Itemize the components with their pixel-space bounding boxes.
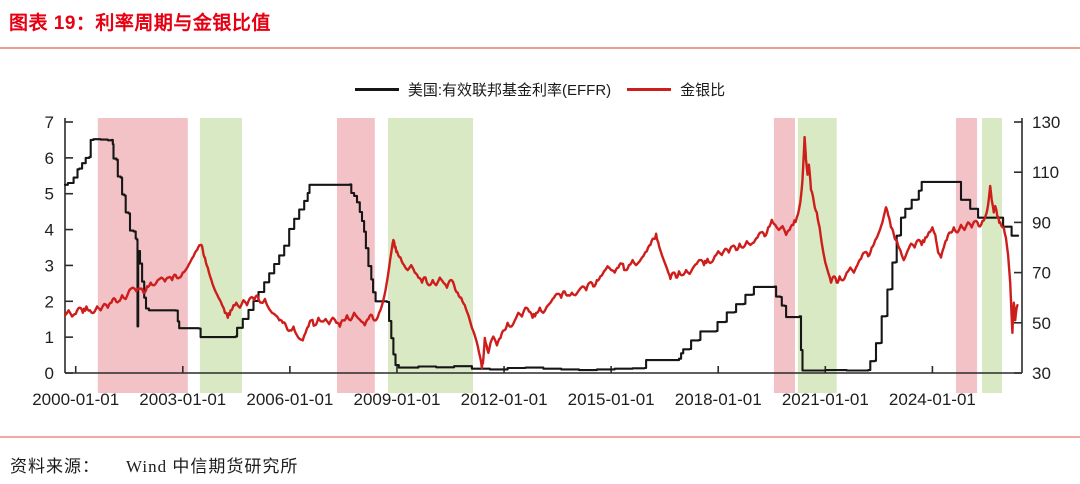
y-right-tick-label: 90: [1032, 213, 1051, 232]
chart-legend: 美国:有效联邦基金利率(EFFR) 金银比: [0, 79, 1080, 100]
y-right-tick-label: 110: [1032, 163, 1059, 182]
y-right-tick-label: 30: [1032, 364, 1051, 383]
legend-item-effr: 美国:有效联邦基金利率(EFFR): [354, 79, 612, 100]
chart-canvas: 0 1 2 3 4 5 6 7 30 50 70 90 110 130 2000-01-01 2003-01-…: [32, 113, 1060, 409]
x-tick-label: 2024-01-01: [889, 390, 976, 409]
rate-low-band: [388, 118, 473, 393]
series-layer: [64, 135, 1020, 372]
footer-rule: [0, 436, 1080, 438]
band-layer: [97, 118, 1002, 393]
y-left-tick-label: 3: [45, 256, 54, 275]
gsr-line: [64, 135, 1019, 370]
source-line: 资料来源： Wind 中信期货研究所: [10, 452, 298, 477]
y-left-tick-label: 4: [45, 221, 54, 240]
y-left-tick-label: 7: [45, 113, 54, 132]
legend-label-effr: 美国:有效联邦基金利率(EFFR): [407, 82, 612, 99]
figure-title: 图表 19：利率周期与金银比值: [9, 13, 271, 34]
effr-line: [64, 138, 1020, 372]
y-left-tick-label: 0: [45, 364, 54, 383]
x-tick-label: 2006-01-01: [246, 390, 333, 409]
x-tick-label: 2018-01-01: [675, 390, 762, 409]
rate-cut-band: [773, 118, 795, 393]
x-tick-label: 2009-01-01: [353, 390, 440, 409]
effr-line-swatch: [354, 88, 399, 91]
tick-label-layer: 0 1 2 3 4 5 6 7 30 50 70 90 110 130 2000-01-01 2003-01-…: [32, 113, 1060, 409]
chart-area: 0 1 2 3 4 5 6 7 30 50 70 90 110 130 2000-01-01 2003-01-…: [0, 105, 1080, 430]
rate-cut-band: [97, 118, 188, 393]
x-tick-label: 2003-01-01: [139, 390, 226, 409]
legend-label-gsr: 金银比: [680, 82, 726, 99]
source-label: 资料来源：: [10, 457, 100, 476]
source-value: Wind 中信期货研究所: [126, 457, 299, 476]
y-left-tick-label: 6: [45, 149, 54, 168]
y-right-tick-label: 130: [1032, 113, 1060, 132]
x-tick-label: 2021-01-01: [782, 390, 869, 409]
y-left-tick-label: 1: [45, 328, 54, 347]
y-left-tick-label: 5: [45, 185, 54, 204]
rate-cut-band: [956, 118, 978, 393]
rate-low-band: [982, 118, 1002, 393]
legend-item-gsr: 金银比: [627, 79, 725, 100]
gsr-line-swatch: [627, 88, 672, 91]
x-tick-label: 2000-01-01: [32, 390, 119, 409]
y-right-tick-label: 70: [1032, 264, 1051, 283]
rate-low-band: [199, 118, 242, 393]
y-left-tick-label: 2: [45, 292, 54, 311]
x-tick-label: 2015-01-01: [568, 390, 655, 409]
axis-layer: [64, 118, 1023, 374]
x-tick-label: 2012-01-01: [461, 390, 548, 409]
y-right-tick-label: 50: [1032, 314, 1051, 333]
title-underline: [0, 47, 1080, 49]
